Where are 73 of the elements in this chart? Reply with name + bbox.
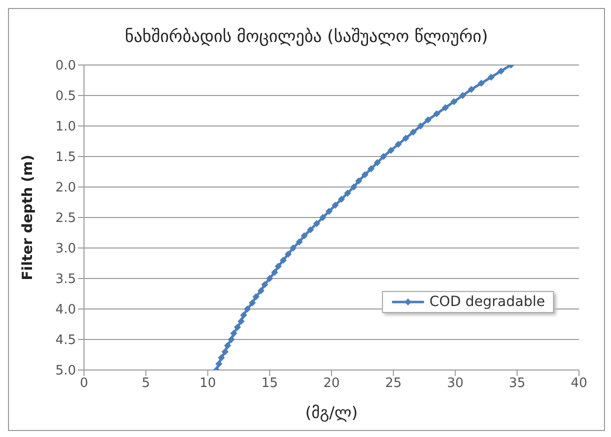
point bbox=[319, 214, 326, 221]
point bbox=[274, 262, 282, 270]
point bbox=[280, 256, 287, 264]
point bbox=[374, 159, 381, 166]
x-tick-label: 0 bbox=[80, 376, 88, 392]
point bbox=[498, 68, 505, 75]
point bbox=[450, 98, 458, 106]
point bbox=[344, 190, 352, 197]
point bbox=[238, 318, 245, 325]
point bbox=[248, 299, 256, 306]
point bbox=[218, 354, 225, 362]
point bbox=[271, 268, 278, 276]
y-tick-label: 0.5 bbox=[55, 89, 76, 104]
x-axis-title: (მგ/ლ) bbox=[305, 403, 358, 422]
y-tick-label: 2.0 bbox=[55, 180, 76, 196]
point bbox=[338, 196, 345, 203]
point bbox=[478, 80, 485, 87]
point bbox=[442, 104, 449, 112]
point bbox=[222, 348, 229, 356]
point bbox=[402, 134, 410, 142]
point bbox=[284, 250, 292, 258]
point bbox=[468, 86, 475, 93]
y-tick-label: 0.0 bbox=[55, 58, 76, 74]
x-tick-label: 10 bbox=[199, 376, 216, 392]
point bbox=[350, 184, 358, 190]
point bbox=[266, 275, 274, 282]
point bbox=[244, 306, 251, 312]
y-axis-title: Filter depth (m) bbox=[20, 154, 36, 280]
point bbox=[332, 202, 339, 209]
point bbox=[361, 171, 368, 178]
x-tick-label: 25 bbox=[385, 376, 402, 392]
point bbox=[326, 208, 333, 215]
point bbox=[252, 293, 260, 300]
x-tick-label: 40 bbox=[570, 376, 588, 392]
point bbox=[313, 220, 320, 228]
point bbox=[300, 232, 308, 240]
y-tick-label: 4.0 bbox=[55, 302, 76, 318]
chart-title: ნახშირბადის მოცილება (საშუალო წლიური) bbox=[124, 26, 490, 49]
point bbox=[261, 281, 268, 288]
x-tick-label: 5 bbox=[142, 376, 150, 392]
y-tick-label: 1.0 bbox=[55, 120, 76, 135]
point bbox=[215, 360, 222, 368]
point bbox=[380, 153, 387, 160]
point bbox=[290, 244, 297, 252]
point bbox=[459, 92, 466, 99]
y-tick-label: 4.5 bbox=[55, 333, 76, 348]
point bbox=[306, 226, 314, 234]
point bbox=[368, 165, 375, 172]
point bbox=[410, 128, 417, 136]
point bbox=[394, 140, 402, 148]
point bbox=[230, 330, 238, 337]
y-tick-label: 2.5 bbox=[55, 211, 76, 226]
x-tick-label: 20 bbox=[323, 376, 340, 392]
x-tick-label: 35 bbox=[508, 376, 526, 392]
point bbox=[234, 324, 241, 331]
y-tick-label: 3.5 bbox=[55, 272, 76, 288]
point bbox=[240, 312, 248, 319]
x-tick-label: 30 bbox=[446, 376, 464, 392]
point bbox=[387, 146, 394, 154]
point bbox=[224, 342, 232, 350]
point bbox=[228, 336, 235, 343]
point bbox=[296, 238, 303, 246]
y-tick-label: 3.0 bbox=[55, 242, 76, 257]
x-tick-label: 15 bbox=[261, 376, 278, 392]
point bbox=[424, 116, 432, 124]
point bbox=[433, 110, 440, 118]
point bbox=[417, 122, 424, 130]
point bbox=[355, 177, 362, 184]
y-tick-label: 5.0 bbox=[55, 364, 76, 379]
point bbox=[257, 287, 264, 294]
y-tick-label: 1.5 bbox=[55, 150, 76, 166]
legend-label: COD degradable bbox=[429, 294, 545, 310]
point bbox=[488, 74, 495, 81]
